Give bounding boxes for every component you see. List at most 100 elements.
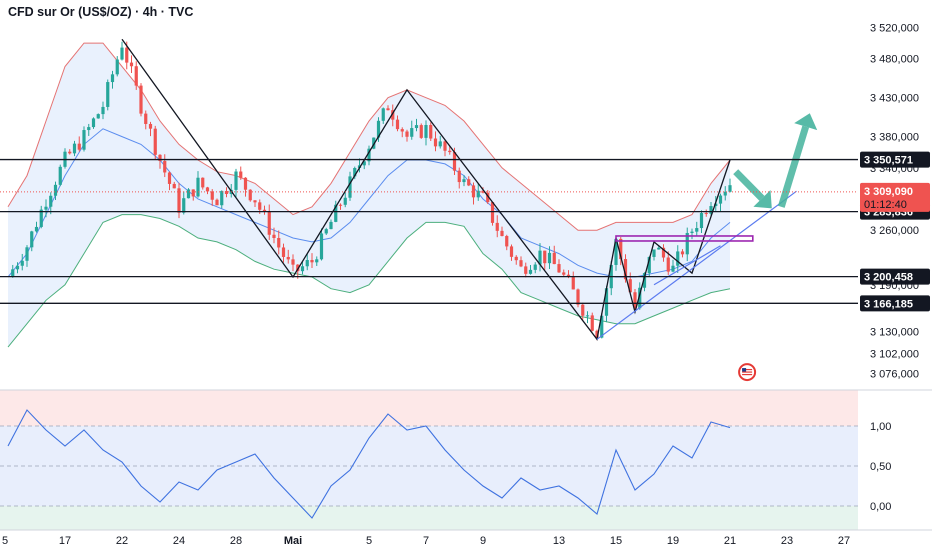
candle-body <box>405 131 409 137</box>
candle <box>139 83 143 117</box>
candle-body <box>348 176 352 198</box>
candle <box>167 171 172 191</box>
candle <box>381 107 385 124</box>
candle <box>348 171 352 201</box>
candle <box>87 123 91 136</box>
candle-body <box>167 172 172 184</box>
candle <box>267 204 271 240</box>
candle <box>72 140 77 157</box>
candle-body <box>125 47 129 63</box>
candle-body <box>519 260 523 267</box>
candle <box>676 245 680 273</box>
candle-body <box>15 265 20 270</box>
candle-body <box>557 264 561 273</box>
candle <box>524 262 528 278</box>
candle <box>248 189 252 202</box>
candle <box>134 61 138 90</box>
candle-body <box>224 191 229 195</box>
candle <box>20 253 24 271</box>
level-price-tag <box>860 295 930 312</box>
candle <box>177 182 181 219</box>
candle <box>490 201 495 226</box>
candle-body <box>514 256 518 261</box>
band-lower-line <box>7 214 731 348</box>
candle-body <box>614 238 618 265</box>
ascending-trendline <box>596 190 797 340</box>
candle <box>680 249 685 258</box>
candle-body <box>391 110 395 120</box>
projection-arrow-down-head <box>753 190 772 209</box>
candle <box>471 182 476 205</box>
level-line-group[interactable]: 3 166,185 <box>0 295 930 312</box>
time-tick-label: 5 <box>2 535 8 547</box>
candle <box>315 256 319 266</box>
candle <box>661 244 666 262</box>
candle-body <box>291 259 295 265</box>
candle <box>25 245 29 267</box>
candle <box>158 154 162 169</box>
candle-body <box>671 265 675 272</box>
candle <box>15 262 20 274</box>
candle-body <box>91 118 96 128</box>
time-tick-label: Mai <box>284 535 302 547</box>
candle-body <box>106 82 110 107</box>
candle-body <box>452 152 457 171</box>
candle <box>329 219 333 230</box>
candle-body <box>77 143 81 150</box>
candle <box>543 250 547 270</box>
candle <box>448 146 452 155</box>
candle <box>262 205 267 215</box>
candle-body <box>590 315 594 331</box>
candle <box>115 56 119 77</box>
candle <box>30 230 34 252</box>
symbol-title[interactable]: CFD sur Or (US$/OZ) · 4h · TVC <box>8 5 194 19</box>
candle-body <box>20 260 24 266</box>
candle-body <box>101 106 105 115</box>
candle-body <box>509 246 514 257</box>
candle-body <box>400 129 404 132</box>
projection-arrow-down-shaft <box>733 169 765 201</box>
candle <box>224 187 229 198</box>
candle <box>220 190 224 209</box>
candle-body <box>462 179 466 183</box>
candle <box>253 200 257 208</box>
time-tick-label: 21 <box>724 535 736 547</box>
candle <box>343 191 347 208</box>
candle-body <box>353 167 357 177</box>
candle-body <box>471 185 476 198</box>
candle <box>210 189 214 206</box>
candle-body <box>381 108 385 121</box>
candle <box>243 177 248 197</box>
candle <box>305 253 309 271</box>
candle-body <box>433 138 438 147</box>
candle <box>671 259 675 273</box>
candle-body <box>258 202 262 210</box>
oscillator-background <box>0 390 858 530</box>
candle <box>581 302 585 320</box>
level-line-group[interactable]: 3 200,458 <box>0 268 930 285</box>
candle <box>614 236 618 271</box>
candle-body <box>581 304 585 316</box>
candle-body <box>296 264 300 272</box>
axes: 3 520,000 3 480,000 3 430,000 3 380,000 3 34… <box>0 22 932 547</box>
candle-body <box>538 250 542 265</box>
candle-body <box>53 184 58 196</box>
candle-body <box>604 288 609 316</box>
candle-body <box>690 231 694 233</box>
candle-body <box>239 171 243 178</box>
level-line-group[interactable]: 3 350,571 <box>0 151 930 168</box>
candle-body <box>528 269 533 274</box>
candle-body <box>595 330 599 338</box>
candle <box>44 199 48 218</box>
candle-body <box>272 234 276 238</box>
candle <box>191 189 195 201</box>
time-tick-label: 7 <box>423 535 429 547</box>
candle-body <box>196 177 200 197</box>
candle-body <box>652 249 656 257</box>
flag-canton <box>742 368 747 372</box>
candle-body <box>39 209 43 227</box>
candle-body <box>685 232 689 255</box>
candle <box>58 164 62 187</box>
